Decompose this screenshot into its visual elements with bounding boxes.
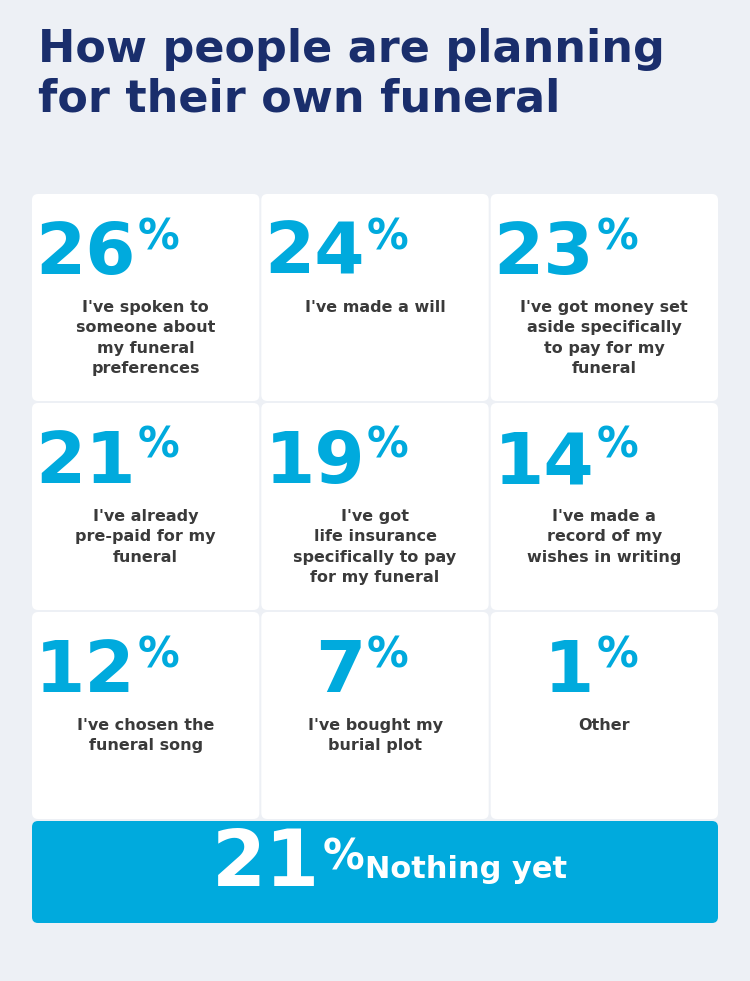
FancyBboxPatch shape <box>490 403 718 610</box>
FancyBboxPatch shape <box>32 612 260 819</box>
Text: %: % <box>138 425 179 467</box>
Text: %: % <box>596 634 638 676</box>
Text: %: % <box>323 837 364 879</box>
Text: 1: 1 <box>544 638 594 707</box>
Text: 14: 14 <box>494 429 594 498</box>
Text: 19: 19 <box>265 429 365 498</box>
FancyBboxPatch shape <box>32 821 718 923</box>
FancyBboxPatch shape <box>261 194 489 401</box>
Text: %: % <box>596 425 638 467</box>
Text: 26: 26 <box>35 220 136 289</box>
FancyBboxPatch shape <box>32 194 260 401</box>
Text: 23: 23 <box>494 220 594 289</box>
Text: %: % <box>367 216 409 258</box>
FancyBboxPatch shape <box>490 612 718 819</box>
Text: %: % <box>596 216 638 258</box>
Text: 24: 24 <box>265 220 365 289</box>
Text: 7: 7 <box>315 638 365 707</box>
Text: I've made a will: I've made a will <box>304 300 446 315</box>
Text: %: % <box>367 425 409 467</box>
FancyBboxPatch shape <box>261 612 489 819</box>
Text: I've made a
record of my
wishes in writing: I've made a record of my wishes in writi… <box>527 509 682 565</box>
Text: 21: 21 <box>211 826 320 902</box>
Text: Other: Other <box>578 718 630 733</box>
Text: I've got money set
aside specifically
to pay for my
funeral: I've got money set aside specifically to… <box>520 300 688 376</box>
Text: %: % <box>138 216 179 258</box>
FancyBboxPatch shape <box>261 403 489 610</box>
Text: 12: 12 <box>35 638 136 707</box>
Text: %: % <box>367 634 409 676</box>
Text: I've bought my
burial plot: I've bought my burial plot <box>308 718 442 753</box>
Text: I've got
life insurance
specifically to pay
for my funeral: I've got life insurance specifically to … <box>293 509 457 586</box>
Text: Nothing yet: Nothing yet <box>365 855 567 885</box>
FancyBboxPatch shape <box>32 403 260 610</box>
Text: How people are planning
for their own funeral: How people are planning for their own fu… <box>38 28 664 121</box>
Text: I've already
pre-paid for my
funeral: I've already pre-paid for my funeral <box>76 509 216 565</box>
Text: I've spoken to
someone about
my funeral
preferences: I've spoken to someone about my funeral … <box>76 300 215 376</box>
Text: %: % <box>138 634 179 676</box>
Text: I've chosen the
funeral song: I've chosen the funeral song <box>77 718 214 753</box>
FancyBboxPatch shape <box>490 194 718 401</box>
Text: 21: 21 <box>35 429 136 498</box>
